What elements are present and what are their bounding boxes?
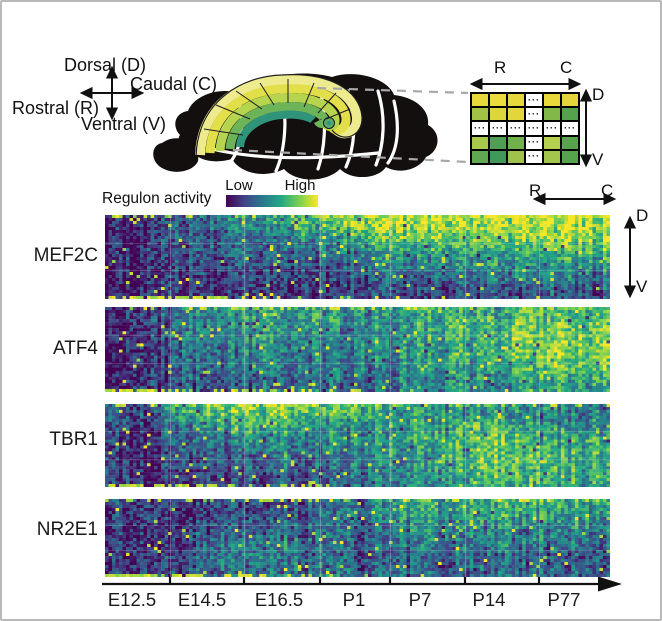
- schematic-cell-r1c1: [471, 93, 489, 108]
- schematic-rc-arrow-icon: [469, 77, 582, 91]
- schematic-cell-r2c6: [561, 107, 579, 122]
- compass-dorsal-label: Dorsal (D): [64, 55, 147, 75]
- regulon-row-label: NR2E1: [36, 519, 98, 540]
- schematic-c-label: C: [560, 58, 573, 77]
- schematic-cell-r4c2: [489, 135, 507, 150]
- regulon-row-label: TBR1: [49, 429, 98, 450]
- colorbar-title: Regulon activity: [102, 190, 212, 207]
- heatmap-d-label: D: [636, 206, 649, 225]
- schematic-cell-r4c3: [507, 135, 525, 150]
- schematic-cell-r4c4: ···: [525, 135, 543, 150]
- zoom-dashed-lines: [232, 86, 469, 164]
- colorbar-gradient: [226, 195, 318, 207]
- regulon-row-label: ATF4: [52, 338, 98, 359]
- colorbar-low-label: Low: [225, 177, 253, 194]
- schematic-cell-r5c5: [543, 149, 561, 164]
- schematic-cell-r3c6: ···: [561, 121, 579, 136]
- cortex-layers: [195, 74, 363, 157]
- schematic-cell-r1c6: [561, 93, 579, 108]
- schematic-cell-r4c5: [543, 135, 561, 150]
- schematic-cell-r5c3: [507, 149, 525, 164]
- heatmap-v-label: V: [636, 277, 648, 296]
- schematic-grid: ··· ··· ··· ··· ··· ··· ··· ··· ··· ···: [470, 92, 580, 165]
- schematic-cell-r3c3: ···: [507, 121, 525, 136]
- heatmap-atf4: [105, 307, 610, 392]
- schematic-cell-r3c5: ···: [543, 121, 561, 136]
- compass-ventral-label: Ventral (V): [81, 114, 167, 134]
- schematic-cell-r4c6: [561, 135, 579, 150]
- brain-region-lines: [210, 89, 399, 173]
- schematic-cell-r5c4: ···: [525, 149, 543, 164]
- compass-caudal-label: Caudal (C): [130, 74, 218, 94]
- schematic-cell-r4c1: [471, 135, 489, 150]
- schematic-cell-r3c2: ···: [489, 121, 507, 136]
- heatmap-nr2e1: [105, 499, 610, 577]
- colorbar-high-label: High: [284, 177, 316, 194]
- schematic-r-label: R: [494, 58, 507, 77]
- heatmap-dv-arrow-icon: [623, 215, 637, 299]
- schematic-cell-r1c5: [543, 93, 561, 108]
- schematic-cell-r2c5: [543, 107, 561, 122]
- timepoint-label: P77: [547, 589, 581, 610]
- timepoint-label: E12.5: [107, 589, 157, 610]
- schematic-cell-r5c1: [471, 149, 489, 164]
- compass-rostral-label: Rostral (R): [12, 98, 100, 118]
- schematic-cell-r5c2: [489, 149, 507, 164]
- schematic-cell-r3c1: ···: [471, 121, 489, 136]
- regulon-row-label: MEF2C: [33, 245, 98, 266]
- timepoint-label: P1: [342, 589, 366, 610]
- timepoint-label: E14.5: [177, 589, 227, 610]
- schematic-cell-r2c2: [489, 107, 507, 122]
- schematic-cell-r2c4: ···: [525, 107, 543, 122]
- schematic-v-label: V: [592, 150, 604, 169]
- schematic-cell-r1c4: ···: [525, 93, 543, 108]
- timepoint-label: E16.5: [254, 589, 304, 610]
- schematic-cell-r2c1: [471, 107, 489, 122]
- schematic-cell-r2c3: [507, 107, 525, 122]
- heatmap-tbr1: [105, 404, 610, 487]
- schematic-cell-r1c2: [489, 93, 507, 108]
- heatmap-r-label: R: [529, 181, 542, 200]
- schematic-cell-r3c4: ···: [525, 121, 543, 136]
- schematic-dv-arrow-icon: [579, 88, 593, 168]
- timepoint-label: P14: [472, 589, 506, 610]
- heatmap-mef2c: [105, 215, 610, 299]
- schematic-d-label: D: [592, 85, 605, 104]
- timepoint-label: P7: [408, 589, 432, 610]
- schematic-cell-r5c6: [561, 149, 579, 164]
- heatmap-c-label: C: [601, 181, 614, 200]
- schematic-cell-r1c3: [507, 93, 525, 108]
